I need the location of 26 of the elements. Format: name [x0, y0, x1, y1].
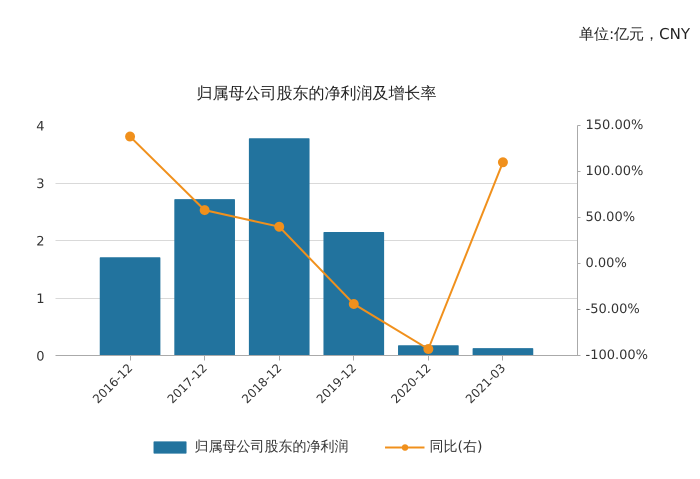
bar [323, 232, 384, 356]
legend-label: 归属母公司股东的净利润 [194, 438, 349, 456]
legend-label: 同比(右) [430, 438, 482, 456]
y-tick-label: 3 [36, 177, 45, 192]
point [125, 132, 136, 142]
point [274, 222, 284, 232]
point [200, 205, 210, 216]
bar [174, 199, 235, 356]
y2-tick-label: -50.00% [586, 302, 640, 317]
y-tick-label: 0 [36, 350, 45, 364]
bar [248, 138, 310, 356]
y2-tick-label: 0.00% [586, 256, 627, 271]
y2-tick-label: 100.00% [586, 164, 644, 179]
y2-tick-label: -100.00% [586, 348, 648, 363]
y-tick-label: 1 [36, 292, 45, 307]
text: 单位:亿元，CNY [579, 24, 690, 45]
y-tick-label: 2 [36, 234, 45, 250]
y2-tick-label: 150.00% [586, 118, 644, 133]
y2-tick-label: 50.00% [586, 210, 636, 225]
y-tick-label: 4 [36, 120, 45, 134]
point [348, 298, 359, 309]
bar [100, 257, 160, 356]
chart-title: 归属母公司股东的净利润及增长率 [196, 84, 436, 102]
point [498, 157, 508, 168]
point [423, 344, 434, 354]
bar [472, 348, 534, 356]
